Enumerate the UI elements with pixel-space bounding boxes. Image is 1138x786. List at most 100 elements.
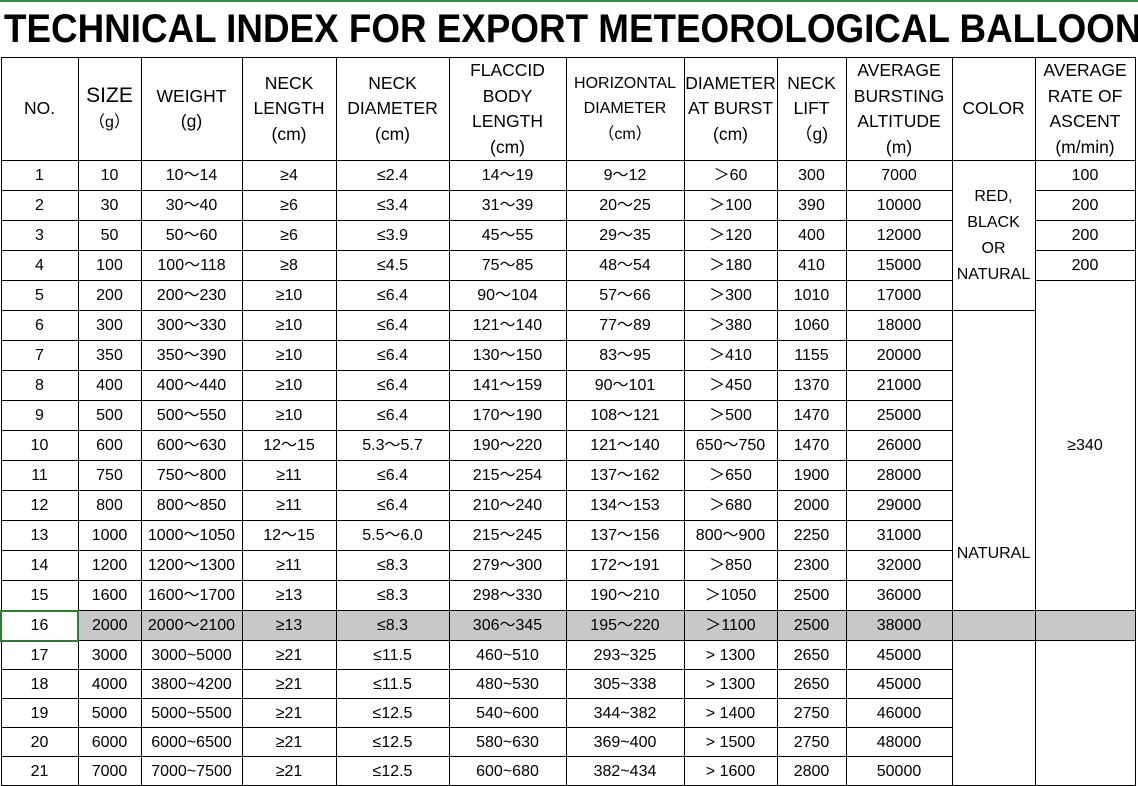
- cell-neck-diameter[interactable]: ≤12.5: [335, 756, 450, 786]
- cell-neck-diameter[interactable]: ≤3.9: [335, 220, 450, 251]
- cell-no[interactable]: 4: [0, 250, 79, 281]
- cell-neck-lift[interactable]: 2650: [776, 669, 847, 699]
- cell-altitude[interactable]: 28000: [845, 460, 953, 491]
- cell-weight[interactable]: 1200～1300: [140, 550, 243, 581]
- cell-altitude[interactable]: 12000: [845, 220, 953, 251]
- cell-altitude[interactable]: 17000: [845, 280, 953, 311]
- cell-horizontal-diameter[interactable]: 134～153: [565, 490, 685, 521]
- cell-flaccid-body-length[interactable]: 306～345: [448, 610, 567, 641]
- cell-color-group-2[interactable]: NATURAL: [951, 310, 1036, 611]
- cell-horizontal-diameter[interactable]: 20～25: [565, 190, 685, 221]
- cell-no[interactable]: 11: [0, 460, 79, 491]
- cell-weight[interactable]: 3000~5000: [140, 640, 243, 670]
- cell-no[interactable]: 21: [0, 756, 79, 786]
- cell-weight[interactable]: 800～850: [140, 490, 243, 521]
- cell-horizontal-diameter[interactable]: 9～12: [565, 160, 685, 191]
- cell-neck-lift[interactable]: 1470: [776, 400, 847, 431]
- cell-flaccid-body-length[interactable]: 279～300: [448, 550, 567, 581]
- cell-diameter-at-burst[interactable]: ＞180: [683, 250, 778, 281]
- cell-neck-diameter[interactable]: ≤6.4: [335, 280, 450, 311]
- cell-altitude[interactable]: 21000: [845, 370, 953, 401]
- cell-weight[interactable]: 10～14: [140, 160, 243, 191]
- cell-weight[interactable]: 2000～2100: [140, 610, 243, 641]
- cell-no[interactable]: 6: [0, 310, 79, 341]
- cell-horizontal-diameter[interactable]: 190～210: [565, 580, 685, 611]
- cell-neck-length[interactable]: ≥10: [241, 400, 337, 431]
- cell-neck-length[interactable]: 12～15: [241, 430, 337, 461]
- cell-flaccid-body-length[interactable]: 14～19: [448, 160, 567, 191]
- cell-horizontal-diameter[interactable]: 77～89: [565, 310, 685, 341]
- cell-altitude[interactable]: 45000: [845, 640, 953, 670]
- cell-neck-diameter[interactable]: ≤11.5: [335, 640, 450, 670]
- cell-altitude[interactable]: 26000: [845, 430, 953, 461]
- cell-ascent[interactable]: 200: [1034, 220, 1136, 251]
- cell-horizontal-diameter[interactable]: 293~325: [565, 640, 685, 670]
- cell-diameter-at-burst[interactable]: ＞680: [683, 490, 778, 521]
- cell-neck-diameter[interactable]: ≤2.4: [335, 160, 450, 191]
- cell-altitude[interactable]: 32000: [845, 550, 953, 581]
- cell-weight[interactable]: 7000~7500: [140, 756, 243, 786]
- cell-neck-length[interactable]: ≥10: [241, 310, 337, 341]
- cell-weight[interactable]: 30～40: [140, 190, 243, 221]
- cell-neck-length[interactable]: ≥4: [241, 160, 337, 191]
- cell-neck-lift[interactable]: 1900: [776, 460, 847, 491]
- cell-altitude[interactable]: 25000: [845, 400, 953, 431]
- cell-neck-lift[interactable]: 2800: [776, 756, 847, 786]
- cell-size[interactable]: 30: [77, 190, 142, 221]
- cell-weight[interactable]: 100～118: [140, 250, 243, 281]
- cell-neck-length[interactable]: ≥10: [241, 280, 337, 311]
- cell-diameter-at-burst[interactable]: ＞300: [683, 280, 778, 311]
- cell-neck-length[interactable]: ≥10: [241, 340, 337, 371]
- cell-neck-length[interactable]: ≥11: [241, 490, 337, 521]
- cell-neck-lift[interactable]: 1010: [776, 280, 847, 311]
- cell-ascent-empty[interactable]: [1034, 610, 1136, 641]
- cell-neck-lift[interactable]: 410: [776, 250, 847, 281]
- cell-neck-diameter[interactable]: ≤6.4: [335, 370, 450, 401]
- cell-diameter-at-burst[interactable]: ＞60: [683, 160, 778, 191]
- cell-horizontal-diameter[interactable]: 83～95: [565, 340, 685, 371]
- cell-neck-length[interactable]: ≥6: [241, 220, 337, 251]
- cell-horizontal-diameter[interactable]: 137～162: [565, 460, 685, 491]
- cell-size[interactable]: 200: [77, 280, 142, 311]
- cell-weight[interactable]: 6000~6500: [140, 727, 243, 757]
- cell-altitude[interactable]: 15000: [845, 250, 953, 281]
- cell-color-empty-bottom[interactable]: [951, 640, 1036, 786]
- cell-neck-length[interactable]: ≥6: [241, 190, 337, 221]
- cell-diameter-at-burst[interactable]: ＞100: [683, 190, 778, 221]
- cell-horizontal-diameter[interactable]: 195～220: [565, 610, 685, 641]
- cell-color-empty[interactable]: [951, 610, 1036, 641]
- cell-neck-lift[interactable]: 1060: [776, 310, 847, 341]
- cell-diameter-at-burst[interactable]: ＞500: [683, 400, 778, 431]
- cell-altitude[interactable]: 18000: [845, 310, 953, 341]
- cell-neck-length[interactable]: ≥8: [241, 250, 337, 281]
- cell-size[interactable]: 4000: [77, 669, 142, 699]
- cell-no[interactable]: 13: [0, 520, 79, 551]
- cell-no[interactable]: 9: [0, 400, 79, 431]
- cell-horizontal-diameter[interactable]: 172～191: [565, 550, 685, 581]
- cell-diameter-at-burst[interactable]: > 1600: [683, 756, 778, 786]
- cell-no[interactable]: 14: [0, 550, 79, 581]
- cell-diameter-at-burst[interactable]: ＞1100: [683, 610, 778, 641]
- cell-size[interactable]: 5000: [77, 698, 142, 728]
- cell-diameter-at-burst[interactable]: > 1500: [683, 727, 778, 757]
- cell-weight[interactable]: 400～440: [140, 370, 243, 401]
- cell-diameter-at-burst[interactable]: ＞410: [683, 340, 778, 371]
- cell-neck-diameter[interactable]: 5.3～5.7: [335, 430, 450, 461]
- cell-neck-diameter[interactable]: ≤8.3: [335, 580, 450, 611]
- cell-flaccid-body-length[interactable]: 75～85: [448, 250, 567, 281]
- cell-size[interactable]: 800: [77, 490, 142, 521]
- cell-neck-length[interactable]: ≥13: [241, 610, 337, 641]
- cell-horizontal-diameter[interactable]: 137～156: [565, 520, 685, 551]
- cell-size[interactable]: 400: [77, 370, 142, 401]
- cell-size[interactable]: 2000: [77, 610, 142, 641]
- cell-horizontal-diameter[interactable]: 382~434: [565, 756, 685, 786]
- cell-neck-length[interactable]: ≥11: [241, 550, 337, 581]
- cell-diameter-at-burst[interactable]: ＞380: [683, 310, 778, 341]
- cell-altitude[interactable]: 7000: [845, 160, 953, 191]
- cell-neck-lift[interactable]: 390: [776, 190, 847, 221]
- cell-horizontal-diameter[interactable]: 305~338: [565, 669, 685, 699]
- cell-size[interactable]: 300: [77, 310, 142, 341]
- cell-altitude[interactable]: 38000: [845, 610, 953, 641]
- cell-altitude[interactable]: 31000: [845, 520, 953, 551]
- cell-no[interactable]: 12: [0, 490, 79, 521]
